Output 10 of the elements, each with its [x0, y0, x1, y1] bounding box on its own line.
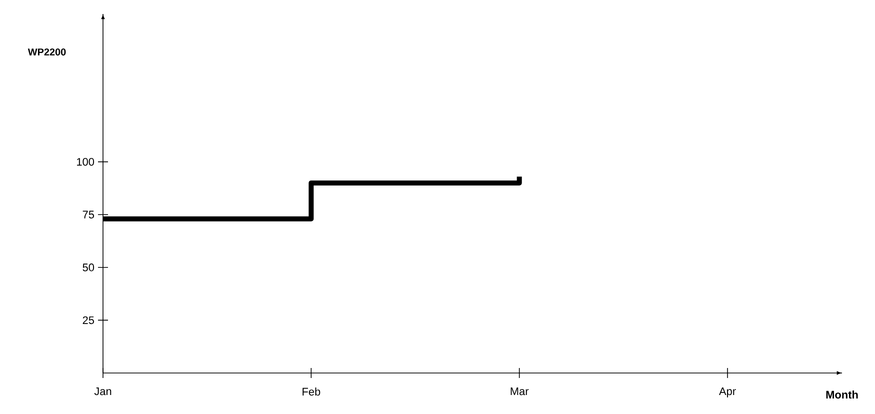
x-axis-title: Month [826, 390, 858, 399]
y-tick-label: 75 [82, 210, 94, 218]
y-tick-label: 100 [77, 158, 94, 166]
x-tick-label: Jan [94, 388, 112, 396]
x-tick-label: Mar [510, 388, 529, 396]
y-tick-label: 50 [82, 264, 94, 272]
x-tick-label: Apr [719, 388, 736, 398]
y-axis-title: WP2200 [28, 48, 66, 56]
x-tick-label: Feb [302, 388, 320, 396]
y-tick-label: 25 [82, 316, 94, 324]
